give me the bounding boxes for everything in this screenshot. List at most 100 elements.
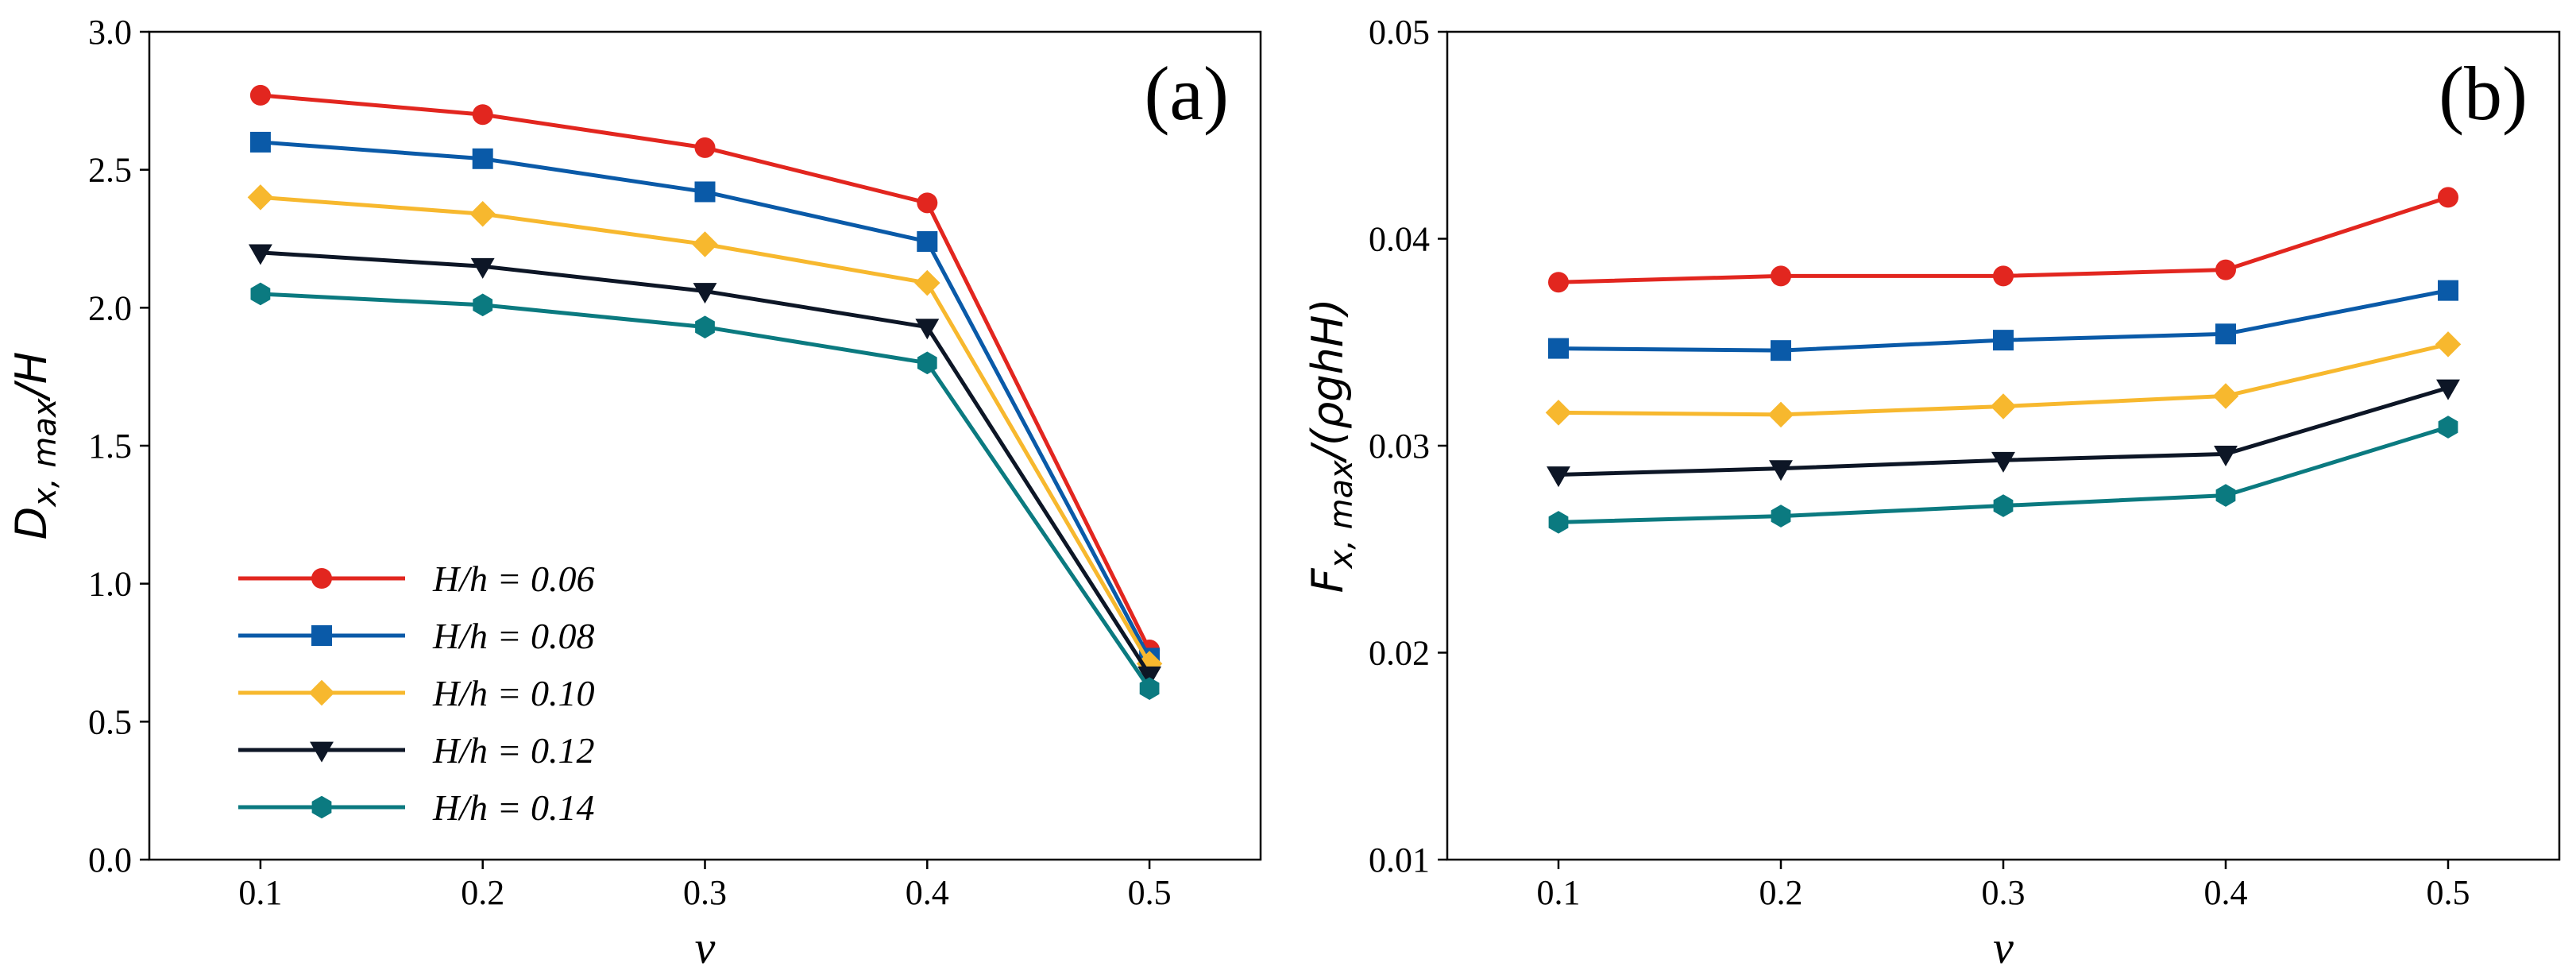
legend-label: H/h = 0.14 <box>432 787 595 828</box>
y-tick-label: 2.5 <box>88 151 132 190</box>
data-point <box>1771 265 1791 287</box>
data-point <box>2435 331 2462 358</box>
y-tick-label: 0.04 <box>1369 220 1430 259</box>
data-point <box>2215 484 2236 507</box>
data-point <box>694 181 716 203</box>
data-point <box>249 84 271 106</box>
legend-entry: H/h = 0.14 <box>238 787 595 828</box>
x-tick-label: 0.1 <box>1537 873 1581 912</box>
x-tick-label: 0.5 <box>1128 873 1172 912</box>
legend: H/h = 0.06 H/h = 0.08 H/h = 0.10 H/h = 0.12… <box>238 559 595 828</box>
data-point <box>1993 265 2014 287</box>
data-point <box>693 283 717 304</box>
data-point <box>915 319 940 340</box>
data-point <box>470 257 495 279</box>
series-line <box>260 140 1152 659</box>
data-point <box>1767 401 1794 428</box>
data-point <box>1990 393 2017 419</box>
data-point <box>1771 340 1791 361</box>
x-tick-label: 0.3 <box>683 873 727 912</box>
y-tick-label: 0.5 <box>88 702 132 741</box>
data-point <box>917 192 938 214</box>
y-tick-label: 2.0 <box>88 288 132 327</box>
data-point <box>469 200 496 227</box>
x-axis-label: v <box>1993 922 2014 973</box>
data-point <box>1993 494 2014 517</box>
series-line <box>260 292 1152 690</box>
legend-entry: H/h = 0.10 <box>238 673 595 713</box>
panel-b: 0.1 0.2 0.3 0.4 0.5 0.01 0.02 0.03 0.04 0.05 v Fx, … <box>1303 13 2561 973</box>
legend-label: H/h = 0.12 <box>432 730 595 771</box>
data-point <box>2438 416 2458 439</box>
data-point <box>2215 259 2236 280</box>
data-point <box>2212 383 2239 409</box>
data-point <box>1769 460 1793 481</box>
y-axis-label: Dx, max/H <box>6 352 64 540</box>
legend-marker <box>311 795 332 819</box>
series-0.14 <box>250 282 1160 700</box>
data-point <box>1139 677 1160 700</box>
x-tick-label: 0.4 <box>906 873 949 912</box>
data-point <box>1991 451 2015 473</box>
series-0.06 <box>1548 187 2458 293</box>
x-tick-label: 0.4 <box>2204 873 2248 912</box>
legend-label: H/h = 0.06 <box>432 559 595 599</box>
y-axis-label: Fx, max/(ρghH) <box>1303 298 1360 593</box>
data-point <box>1548 511 1569 534</box>
y-tick-label: 1.0 <box>88 565 132 604</box>
data-point <box>473 293 493 317</box>
data-point <box>692 231 718 257</box>
series-0.06 <box>249 84 1161 661</box>
data-point <box>248 244 272 265</box>
legend-entry: H/h = 0.08 <box>238 616 595 656</box>
data-point <box>2438 280 2458 301</box>
data-point <box>917 230 938 252</box>
data-point <box>1771 504 1791 528</box>
data-point <box>917 351 937 375</box>
legend-label: H/h = 0.08 <box>432 616 595 656</box>
data-point <box>2215 323 2236 345</box>
y-tick-label: 0.02 <box>1369 634 1430 673</box>
legend-marker <box>310 741 334 763</box>
panel-label: (a) <box>1144 51 1229 136</box>
legend-marker <box>311 625 332 646</box>
data-point <box>472 148 493 169</box>
series-0.10 <box>247 184 1163 677</box>
data-point <box>472 104 493 126</box>
data-point <box>2214 446 2238 467</box>
data-point <box>250 282 271 306</box>
data-point <box>2436 379 2460 400</box>
data-point <box>249 131 271 153</box>
series-0.12 <box>248 244 1162 687</box>
legend-marker <box>311 568 332 589</box>
data-point <box>1548 272 1569 293</box>
x-tick-label: 0.1 <box>238 873 282 912</box>
series-0.10 <box>1545 331 2462 428</box>
series-0.08 <box>1548 280 2458 361</box>
y-tick-label: 0.03 <box>1369 427 1430 466</box>
series-line <box>260 93 1152 651</box>
data-point <box>1548 338 1569 359</box>
x-tick-label: 0.2 <box>461 873 504 912</box>
data-point <box>1547 466 1570 488</box>
y-tick-label: 0.01 <box>1369 841 1430 879</box>
data-point <box>247 184 274 211</box>
y-tick-label: 0.05 <box>1369 13 1430 52</box>
data-point <box>1545 400 1572 426</box>
data-point <box>695 315 715 338</box>
series-0.14 <box>1548 416 2458 534</box>
y-tick-label: 0.0 <box>88 841 132 879</box>
legend-entry: H/h = 0.06 <box>238 559 595 599</box>
legend-label: H/h = 0.10 <box>432 673 595 713</box>
data-point <box>914 269 940 296</box>
data-point <box>1993 330 2014 351</box>
legend-entry: H/h = 0.12 <box>238 730 595 771</box>
series-line <box>260 195 1152 665</box>
series-0.12 <box>1547 379 2460 488</box>
panel-a: 0.1 0.2 0.3 0.4 0.5 0.0 0.5 1.0 1.5 2.0 2.5 3.0 v Dx,… <box>6 13 1262 973</box>
x-axis-label: v <box>695 922 716 973</box>
data-point <box>1137 666 1162 687</box>
y-tick-label: 3.0 <box>88 13 132 52</box>
panel-label: (b) <box>2439 51 2528 136</box>
